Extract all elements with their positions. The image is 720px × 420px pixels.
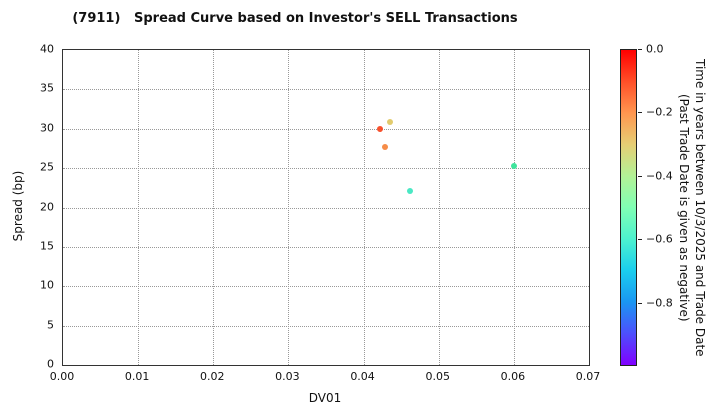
x-axis-label: DV01 [308, 391, 342, 405]
plot-area [62, 49, 590, 366]
x-tick-label: 0.07 [575, 370, 601, 383]
colorbar-tick-label: −0.8 [646, 296, 673, 310]
scatter-point [377, 125, 384, 132]
scatter-point [407, 187, 414, 194]
x-tick-label: 0.05 [425, 370, 450, 383]
colorbar-tick-label: −0.4 [646, 169, 673, 183]
y-gridline [63, 168, 589, 170]
x-tick-label: 0.06 [500, 370, 526, 383]
colorbar-tick-label: −0.6 [646, 232, 673, 246]
y-tick-label: 5 [47, 318, 54, 332]
x-tick-label: 0.04 [350, 370, 375, 383]
y-gridline [63, 89, 589, 91]
colorbar-tick [638, 175, 642, 177]
y-gridline [63, 207, 589, 209]
colorbar-tick [638, 239, 642, 241]
colorbar-gradient [621, 50, 636, 365]
y-tick-label: 10 [40, 278, 54, 292]
y-tick-label: 0 [47, 357, 54, 371]
x-tick-label: 0.03 [275, 370, 300, 383]
x-tick-label: 0.02 [200, 370, 225, 383]
colorbar-label: Time in years between 10/3/2025 and Trad… [676, 49, 708, 366]
y-tick-label: 25 [40, 160, 54, 174]
y-tick-label: 30 [40, 121, 54, 135]
colorbar-tick [638, 112, 642, 114]
y-tick-label: 20 [40, 200, 54, 213]
y-gridline [63, 246, 589, 248]
x-tick-label: 0.01 [124, 370, 150, 383]
colorbar-tick [638, 302, 642, 304]
colorbar [620, 49, 637, 366]
scatter-point [381, 143, 388, 150]
colorbar-tick-label: −0.2 [646, 105, 673, 119]
y-tick-label: 35 [40, 81, 54, 95]
y-tick-label: 15 [40, 239, 54, 253]
colorbar-label-line1: Time in years between 10/3/2025 and Trad… [693, 58, 707, 357]
scatter-point [386, 119, 393, 126]
scatter-point [510, 162, 517, 169]
y-gridline [63, 286, 589, 288]
colorbar-label-line2: (Past Trade Date is given as negative) [677, 93, 691, 322]
colorbar-tick-label: 0.0 [646, 42, 664, 56]
chart-title: (7911) Spread Curve based on Investor's … [72, 11, 518, 26]
y-gridline [63, 325, 589, 327]
y-gridline [63, 128, 589, 130]
y-tick-label: 40 [40, 42, 54, 56]
colorbar-tick [638, 49, 642, 50]
x-tick-label: 0.00 [49, 370, 75, 383]
